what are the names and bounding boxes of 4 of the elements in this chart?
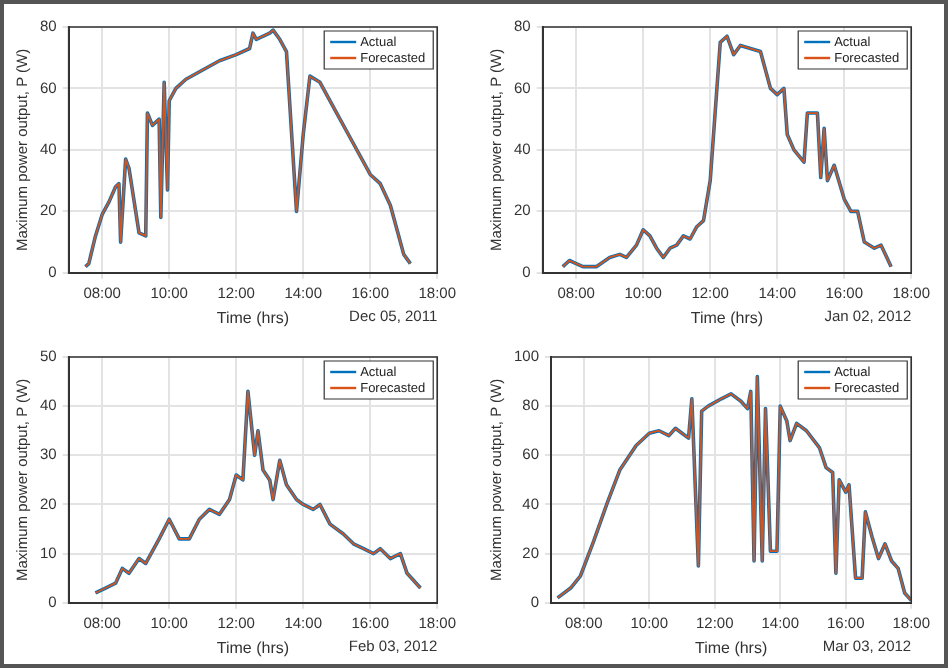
x-axis-title: Time (hrs) <box>694 637 768 656</box>
x-axis-title: Time (hrs) <box>216 637 290 656</box>
x-axis-title: Time (hrs) <box>216 307 290 326</box>
x-axis-title: Time (hrs) <box>690 307 764 326</box>
